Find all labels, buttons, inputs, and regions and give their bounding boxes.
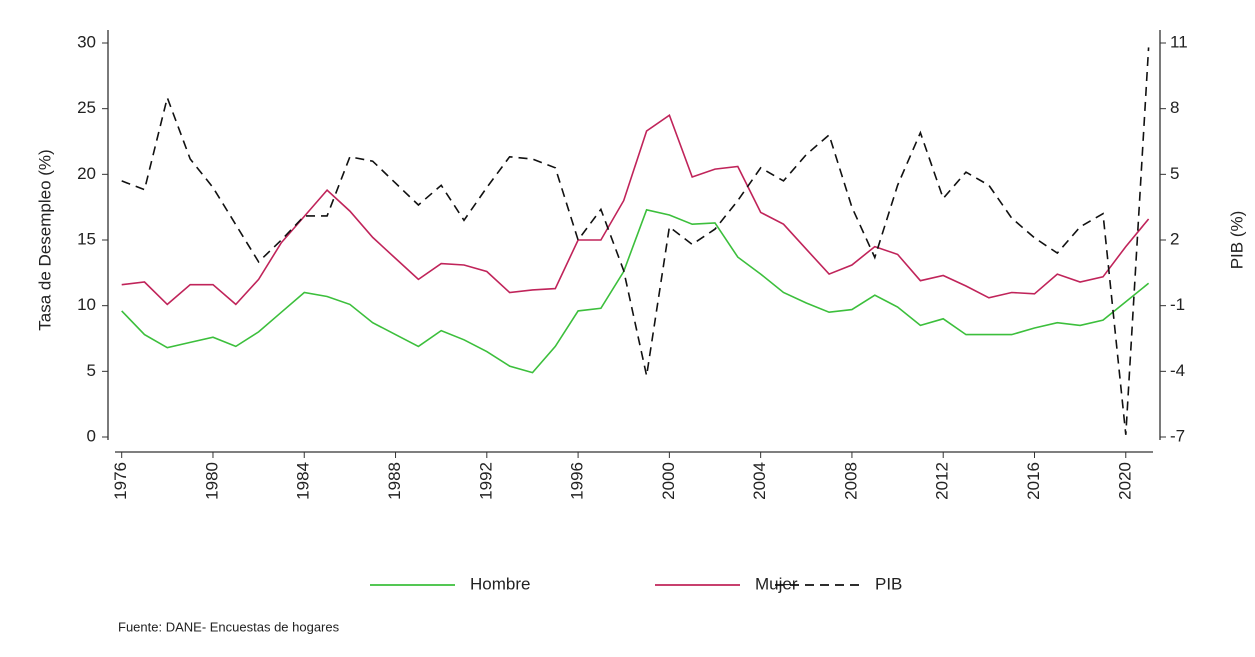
series-line: [121, 113, 1150, 306]
x-tick-label: 2016: [1024, 462, 1043, 500]
x-tick-label: 1984: [294, 462, 313, 500]
x-tick-label: 1988: [385, 462, 404, 500]
y-tick-label: 20: [77, 164, 96, 183]
y-tick-label: 25: [77, 98, 96, 117]
x-tick-label: 2004: [750, 462, 769, 500]
y2-tick-label: 2: [1170, 229, 1179, 248]
y-tick-label: 15: [77, 229, 96, 248]
legend-label: Hombre: [470, 574, 530, 593]
y2-tick-label: 11: [1170, 32, 1188, 51]
legend-label: PIB: [875, 574, 902, 593]
y2-axis-title: PIB (%): [1227, 211, 1246, 270]
x-tick-label: 2012: [933, 462, 952, 500]
y2-tick-label: -4: [1170, 361, 1185, 380]
series-line: [121, 47, 1150, 435]
legend-label: Mujer: [755, 574, 798, 593]
source-note: Fuente: DANE- Encuestas de hogares: [118, 619, 340, 634]
series-line: [121, 208, 1150, 374]
y2-tick-label: 5: [1170, 164, 1179, 183]
x-tick-label: 2020: [1115, 462, 1134, 500]
x-tick-label: 1992: [476, 462, 495, 500]
x-tick-label: 1996: [568, 462, 587, 500]
y2-tick-label: -1: [1170, 295, 1185, 314]
x-tick-label: 2008: [841, 462, 860, 500]
y-axis-title: Tasa de Desempleo (%): [35, 149, 54, 330]
y2-tick-label: 8: [1170, 98, 1179, 117]
y-tick-label: 10: [77, 295, 96, 314]
y-tick-label: 0: [87, 426, 96, 445]
x-tick-label: 1976: [111, 462, 130, 500]
x-tick-label: 1980: [202, 462, 221, 500]
y-tick-label: 5: [87, 361, 96, 380]
y2-tick-label: -7: [1170, 426, 1185, 445]
y-tick-label: 30: [77, 32, 96, 51]
x-tick-label: 2000: [659, 462, 678, 500]
